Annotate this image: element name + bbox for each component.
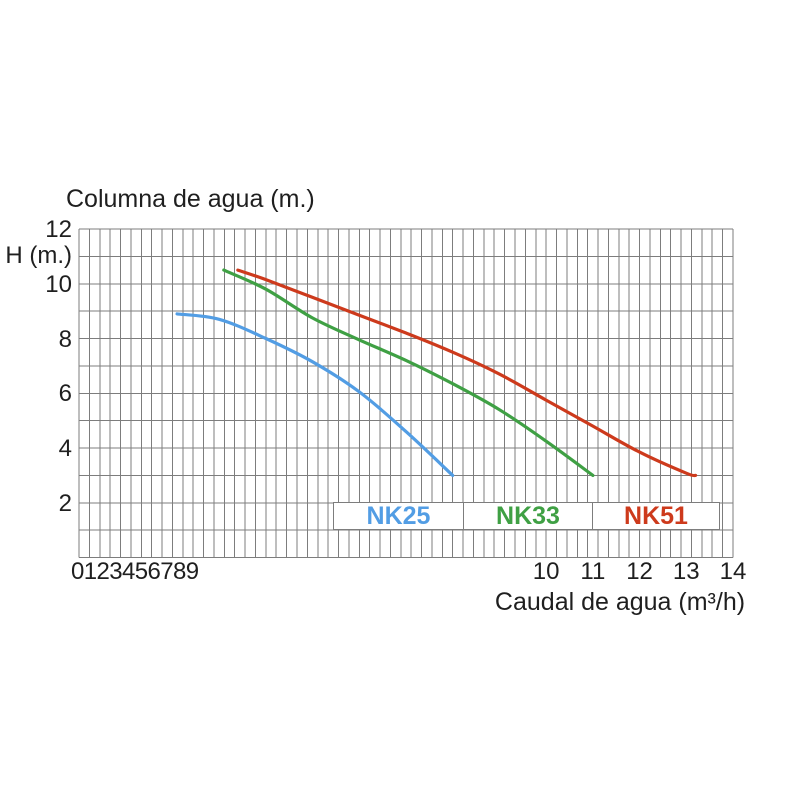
x-tick-label-14: 14 [719, 558, 747, 585]
curve-nk33 [222, 268, 595, 477]
y-tick-label-8: 8 [58, 325, 72, 353]
y-tick-label-6: 6 [58, 380, 72, 408]
y-axis-label: H (m.) [5, 242, 72, 269]
legend-label-nk33: NK33 [463, 503, 593, 529]
y-tick-label-2: 2 [58, 489, 72, 517]
legend-label-nk25: NK25 [366, 502, 431, 530]
x-tick-labels-compressed: 0123456789 [71, 558, 199, 585]
x-tick-label-13: 13 [672, 558, 700, 585]
series-legend-band: NK25 NK33 NK51 [333, 502, 720, 530]
x-tick-label-12: 12 [626, 558, 653, 585]
y-tick-label-12: 12 [45, 216, 72, 243]
legend-label-nk51: NK51 [624, 502, 688, 530]
x-axis-title: Caudal de agua (m³/h) [494, 588, 746, 616]
chart-title: Columna de agua (m.) [66, 185, 315, 213]
pump-curves [175, 268, 698, 478]
y-tick-label-4: 4 [58, 435, 72, 462]
y-tick-label-10: 10 [45, 270, 72, 298]
x-tick-label-10: 10 [532, 558, 560, 585]
x-tick-label-11: 11 [580, 558, 606, 585]
curve-nk51 [236, 268, 698, 478]
curve-nk25 [175, 312, 455, 477]
